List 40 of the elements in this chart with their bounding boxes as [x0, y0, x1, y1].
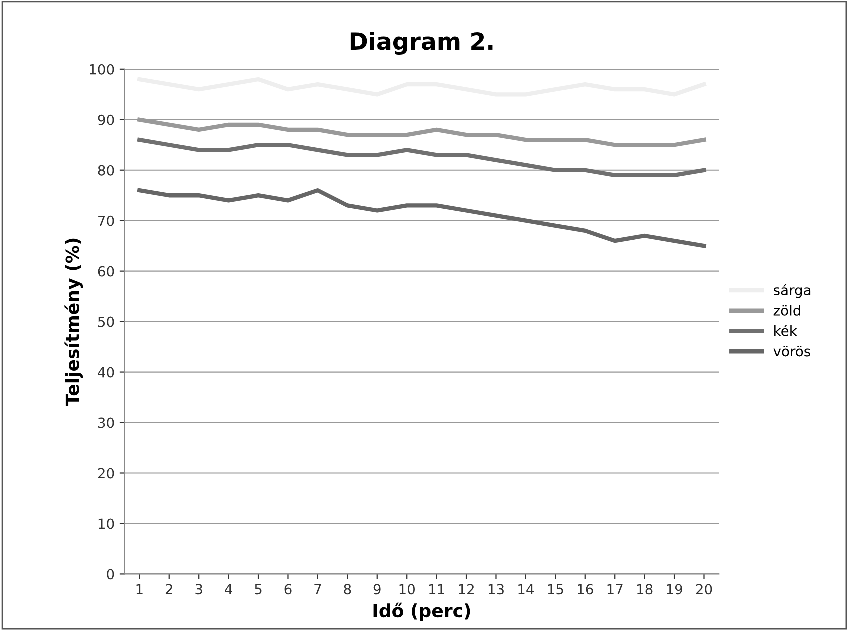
- y-tick-label: 60: [98, 266, 114, 277]
- x-tick-label: 15: [548, 584, 564, 595]
- x-tick-label: 20: [696, 584, 712, 595]
- y-tick-label: 0: [107, 569, 114, 580]
- legend-label: kék: [774, 325, 798, 336]
- y-tick-label: 10: [98, 518, 114, 530]
- x-axis-title: Idő (perc): [374, 602, 470, 622]
- x-tick-label: 16: [578, 584, 594, 595]
- x-tick-label: 12: [459, 584, 474, 594]
- y-tick-label: 80: [98, 165, 114, 176]
- x-tick-label: 6: [284, 584, 292, 595]
- line-series: [138, 138, 706, 178]
- x-tick-label: 2: [166, 584, 172, 594]
- x-tick-label: 10: [400, 584, 416, 595]
- x-tick-label: 3: [196, 584, 202, 595]
- legend-label: zöld: [774, 305, 800, 316]
- x-tick-label: 4: [225, 584, 232, 594]
- legend-label: sárga: [774, 284, 811, 298]
- y-axis-title: Teljesítmény (%): [64, 238, 84, 406]
- x-tick-label: 1: [136, 584, 143, 594]
- y-tick-label: 100: [90, 64, 114, 75]
- y-tick-label: 20: [98, 468, 114, 479]
- x-tick-label: 18: [638, 584, 653, 595]
- y-tick-label: 90: [98, 114, 114, 126]
- chart-title: Diagram 2.: [350, 32, 493, 56]
- x-tick-label: 8: [344, 584, 352, 595]
- x-tick-label: 11: [430, 584, 444, 594]
- x-tick-label: 9: [374, 584, 381, 595]
- x-tick-label: 7: [314, 584, 322, 594]
- x-tick-label: 14: [518, 584, 534, 594]
- y-tick-label: 30: [98, 418, 114, 428]
- x-tick-label: 13: [488, 584, 504, 595]
- y-tick-label: 50: [98, 316, 114, 328]
- legend-label: vörös: [774, 346, 810, 357]
- y-tick-label: 40: [98, 367, 114, 378]
- x-tick-label: 19: [667, 584, 682, 595]
- x-tick-label: 5: [255, 584, 262, 595]
- line-series: [138, 188, 706, 248]
- y-tick-label: 70: [98, 216, 114, 226]
- x-tick-label: 17: [608, 584, 623, 594]
